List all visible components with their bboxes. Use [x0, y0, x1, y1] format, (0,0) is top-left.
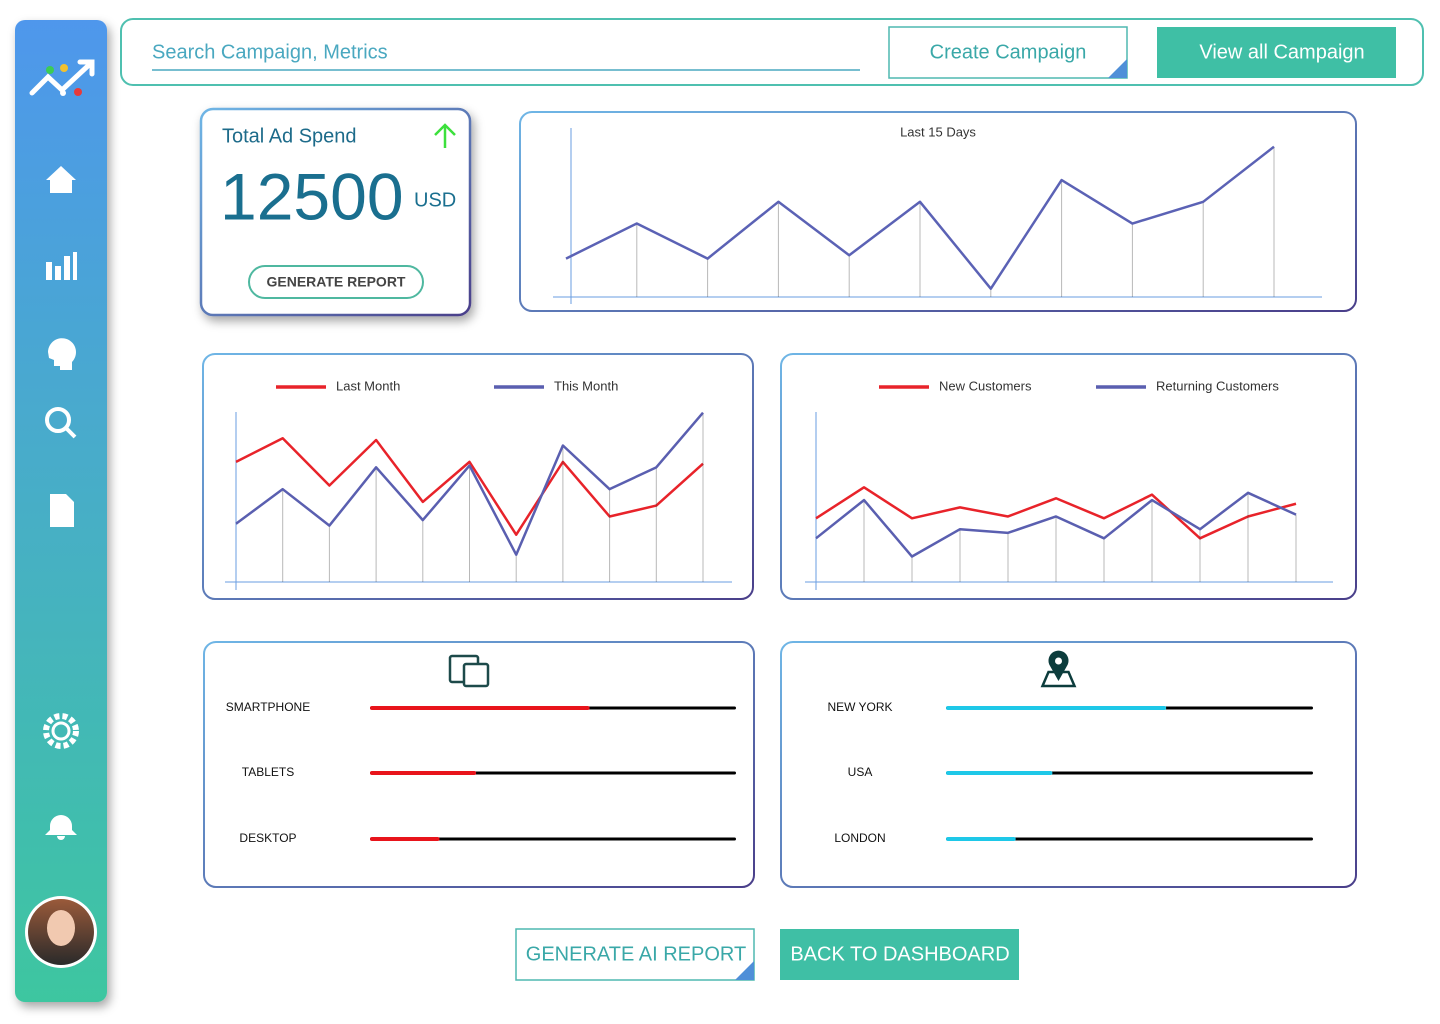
logo: [29, 59, 95, 96]
back-button[interactable]: BACK TO DASHBOARD: [780, 929, 1019, 980]
bar-label: DESKTOP: [239, 831, 296, 845]
legend-label: Last Month: [336, 378, 400, 393]
spend-unit: USD: [414, 189, 456, 211]
bell-icon[interactable]: [45, 815, 77, 840]
ai-report-label[interactable]: GENERATE AI REPORT: [526, 943, 746, 965]
back-label[interactable]: BACK TO DASHBOARD: [790, 943, 1009, 965]
settings-icon[interactable]: [43, 713, 79, 749]
create-campaign-label[interactable]: Create Campaign: [930, 41, 1087, 63]
device-icon: [462, 662, 490, 688]
bar-label: SMARTPHONE: [226, 700, 310, 714]
bar-label: NEW YORK: [827, 700, 892, 714]
chart-title: Last 15 Days: [900, 124, 976, 139]
spend-card: Total Ad Spend 12500 USD GENERATE REPORT: [199, 107, 472, 317]
create-campaign-button[interactable]: Create Campaign: [888, 26, 1128, 79]
header: Search Campaign, Metrics Create Campaign…: [120, 18, 1424, 86]
bar: [946, 706, 1167, 710]
bar-track: [946, 837, 1313, 841]
legend-label: This Month: [554, 378, 618, 393]
spend-value: 12500: [220, 159, 404, 233]
sidebar: [15, 20, 107, 1002]
location-icon: [1055, 657, 1062, 665]
bar: [370, 706, 590, 710]
bar: [946, 771, 1053, 775]
series-line: [815, 486, 1297, 540]
bar: [946, 837, 1016, 841]
bar: [370, 771, 477, 775]
spend-title: Total Ad Spend: [222, 125, 357, 147]
bar-track: [370, 837, 736, 841]
chart-card: [780, 353, 1357, 600]
series-line: [565, 145, 1275, 290]
ai-report-button[interactable]: GENERATE AI REPORT: [515, 928, 755, 981]
avatar[interactable]: [25, 896, 97, 968]
bar-label: USA: [848, 765, 873, 779]
legend-label: Returning Customers: [1156, 378, 1279, 393]
ai-icon[interactable]: [48, 338, 76, 370]
report-icon[interactable]: [50, 494, 74, 527]
location-icon: [1048, 650, 1069, 681]
generate-report-button[interactable]: GENERATE REPORT: [248, 265, 424, 299]
series-line: [815, 491, 1297, 558]
stats-icon[interactable]: [46, 252, 77, 280]
chart-card: [780, 641, 1357, 888]
view-campaign-label[interactable]: View all Campaign: [1199, 41, 1364, 63]
search-icon[interactable]: [45, 407, 77, 439]
bar-label: LONDON: [834, 831, 885, 845]
up-arrow: [434, 123, 456, 148]
chart-card: [519, 111, 1357, 312]
series-line: [235, 411, 704, 556]
home-icon[interactable]: [46, 166, 76, 193]
bar-label: TABLETS: [242, 765, 294, 779]
generate-report-label[interactable]: GENERATE REPORT: [267, 274, 406, 290]
view-campaign-button[interactable]: View all Campaign: [1157, 27, 1396, 78]
nav-icons[interactable]: [43, 166, 79, 840]
chart-card: [203, 641, 755, 888]
series-line: [235, 436, 704, 536]
search-input[interactable]: Search Campaign, Metrics: [152, 41, 388, 63]
bar: [370, 837, 440, 841]
legend-label: New Customers: [939, 378, 1032, 393]
